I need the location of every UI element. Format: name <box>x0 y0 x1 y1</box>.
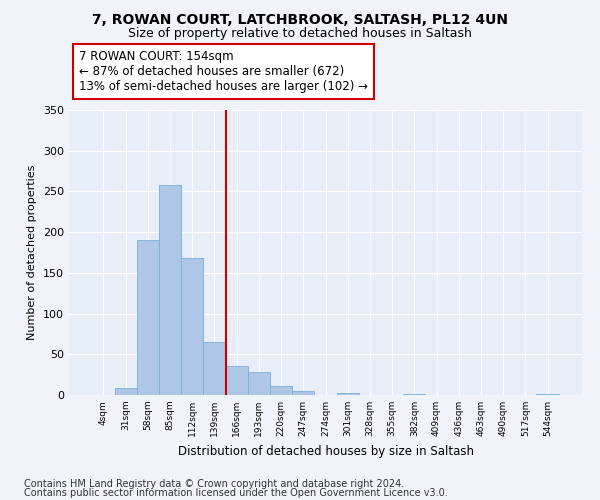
Bar <box>248 372 270 395</box>
Bar <box>403 394 425 395</box>
X-axis label: Distribution of detached houses by size in Saltash: Distribution of detached houses by size … <box>178 444 473 458</box>
Bar <box>536 394 559 395</box>
Text: 7, ROWAN COURT, LATCHBROOK, SALTASH, PL12 4UN: 7, ROWAN COURT, LATCHBROOK, SALTASH, PL1… <box>92 12 508 26</box>
Y-axis label: Number of detached properties: Number of detached properties <box>28 165 37 340</box>
Bar <box>226 366 248 395</box>
Text: Contains HM Land Registry data © Crown copyright and database right 2024.: Contains HM Land Registry data © Crown c… <box>24 479 404 489</box>
Bar <box>181 258 203 395</box>
Text: 7 ROWAN COURT: 154sqm
← 87% of detached houses are smaller (672)
13% of semi-det: 7 ROWAN COURT: 154sqm ← 87% of detached … <box>79 50 368 93</box>
Text: Contains public sector information licensed under the Open Government Licence v3: Contains public sector information licen… <box>24 488 448 498</box>
Bar <box>337 392 359 395</box>
Text: Size of property relative to detached houses in Saltash: Size of property relative to detached ho… <box>128 28 472 40</box>
Bar <box>115 388 137 395</box>
Bar <box>203 342 226 395</box>
Bar <box>292 391 314 395</box>
Bar <box>270 386 292 395</box>
Bar <box>137 240 159 395</box>
Bar <box>159 185 181 395</box>
